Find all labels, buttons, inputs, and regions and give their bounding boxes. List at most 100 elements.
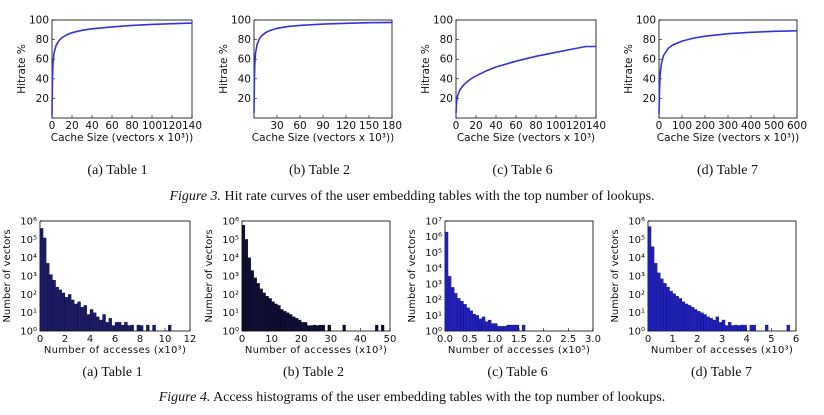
fig3-caption-c: (c) Table 6: [492, 163, 553, 178]
histogram-bar: [500, 326, 504, 332]
y-tick-label: 10⁵: [425, 248, 442, 259]
x-tick-label: 500: [764, 120, 784, 132]
histogram-bar: [64, 297, 69, 332]
histogram-bar: [271, 301, 275, 332]
histogram-bar: [481, 316, 486, 332]
y-tick-label: 10⁶: [20, 217, 37, 228]
histogram-bar: [469, 310, 473, 332]
y-tick-label: 10²: [425, 295, 442, 306]
histogram-bar: [731, 325, 735, 332]
y-tick-label: 10⁴: [222, 253, 239, 264]
histogram-bar: [262, 292, 266, 332]
histogram-bar: [484, 321, 489, 332]
x-tick-label: 100: [142, 120, 162, 132]
histogram-bar: [93, 312, 97, 332]
plot-frame: [455, 19, 597, 119]
y-tick-label: 10⁰: [425, 327, 442, 338]
histogram-bar: [381, 324, 385, 332]
histogram-bar: [666, 286, 670, 332]
x-tick-label: 80: [529, 120, 542, 132]
histogram-bar: [247, 257, 251, 332]
histogram-bar: [83, 305, 87, 332]
histogram-bar: [494, 323, 498, 332]
histogram-bar: [39, 228, 44, 332]
x-tick-label: 10: [265, 334, 278, 345]
x-tick-label: 60: [105, 120, 118, 132]
histogram-bar: [250, 270, 254, 332]
y-tick-label: 80: [643, 34, 656, 46]
y-tick-label: 10⁶: [222, 217, 239, 228]
figure4-caption: Figure 4. Access histograms of the user …: [0, 390, 824, 406]
y-tick-label: 10¹: [222, 308, 239, 319]
x-tick-label: 90: [316, 120, 329, 132]
y-tick-label: 10³: [628, 272, 645, 283]
histogram-bar: [488, 319, 492, 332]
histogram-bar: [715, 316, 720, 332]
histogram-bar: [752, 324, 757, 332]
x-tick-label: 200: [695, 120, 715, 132]
x-tick-label: 20: [295, 334, 308, 345]
histogram-bar: [121, 324, 125, 332]
x-tick-label: 2.5: [560, 334, 576, 345]
y-tick-label: 10⁷: [425, 217, 442, 228]
histogram-bar: [280, 309, 284, 332]
y-tick-label: 10³: [20, 272, 37, 283]
x-axis-label: Cache Size (vectors x 10³)): [51, 132, 193, 144]
y-tick-label: 10³: [222, 272, 239, 283]
histogram-bar: [709, 318, 713, 332]
y-axis-label: Hitrate %: [16, 44, 28, 94]
y-tick-label: 20: [440, 93, 453, 105]
histogram-bar: [111, 325, 116, 332]
histogram-bar: [697, 311, 701, 332]
plot-frame: [658, 19, 798, 119]
histogram-bar: [454, 293, 458, 332]
fig3-caption-b: (b) Table 2: [289, 163, 350, 178]
hitrate-series-line: [51, 22, 193, 116]
histogram-bar: [136, 324, 141, 332]
x-tick-label: 0: [645, 334, 651, 345]
histogram-bar: [49, 274, 53, 332]
x-tick-label: 0.0: [437, 334, 453, 345]
x-tick-label: 140: [182, 120, 202, 132]
y-tick-label: 10⁴: [20, 253, 37, 264]
y-tick-label: 40: [440, 73, 453, 85]
histogram-bar: [315, 325, 320, 332]
x-axis-label: Number of accesses (x10⁵): [448, 345, 590, 356]
histogram-bar: [58, 289, 62, 332]
x-tick-label: 1.0: [486, 334, 502, 345]
y-tick-label: 80: [36, 34, 49, 46]
x-tick-label: 40: [354, 334, 367, 345]
histogram-bar: [463, 304, 467, 332]
histogram-bar: [660, 278, 664, 332]
x-axis-label: Cache Size (vectors x 10³)): [252, 132, 394, 144]
histogram-bar: [105, 322, 109, 332]
y-tick-label: 10⁰: [20, 327, 37, 338]
fig4-caption-c: (c) Table 6: [487, 365, 548, 380]
y-tick-label: 80: [440, 34, 453, 46]
fig4-caption-d: (d) Table 7: [691, 365, 752, 380]
histogram-bar: [253, 277, 257, 332]
x-tick-label: 1: [669, 334, 675, 345]
x-tick-label: 600: [787, 120, 807, 132]
histogram-bar: [460, 300, 464, 332]
histogram-bar: [241, 224, 246, 332]
x-tick-label: 2.0: [536, 334, 552, 345]
histogram-bar: [292, 316, 296, 332]
histogram-bar: [259, 288, 263, 332]
figure4-text: Access histograms of the user embedding …: [213, 390, 666, 405]
x-tick-label: 2: [694, 334, 700, 345]
histogram-bar: [672, 293, 676, 332]
x-tick-label: 120: [566, 120, 586, 132]
histogram-bar: [283, 311, 287, 332]
histogram-bar: [265, 296, 269, 332]
histogram-bar: [509, 324, 513, 332]
x-tick-label: 400: [741, 120, 761, 132]
x-axis-label: Cache Size (vectors x 10³): [457, 132, 595, 144]
x-tick-label: 140: [586, 120, 606, 132]
figure3-label: Figure 3.: [169, 189, 222, 204]
x-tick-label: 0: [239, 334, 245, 345]
y-tick-label: 10⁴: [425, 264, 442, 275]
